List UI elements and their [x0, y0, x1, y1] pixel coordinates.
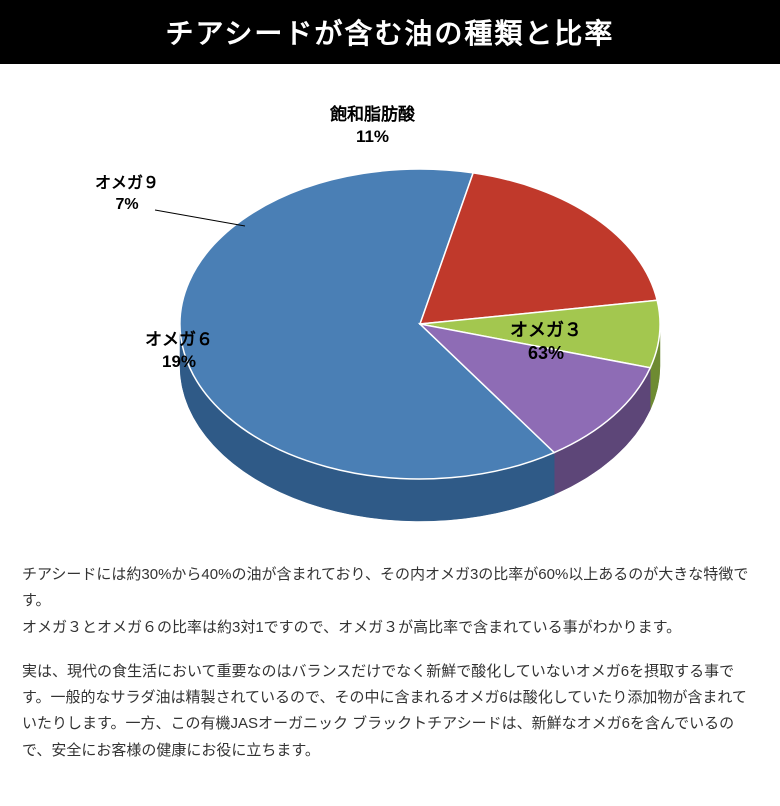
- slice-label-omega9: オメガ９7%: [95, 174, 159, 216]
- page-title: チアシードが含む油の種類と比率: [0, 0, 780, 64]
- paragraph: チアシードには約30%から40%の油が含まれており、その内オメガ3の比率が60%…: [22, 562, 758, 641]
- pie-chart: オメガ３63% オメガ６19% オメガ９7% 飽和脂肪酸11%: [0, 64, 780, 544]
- description: チアシードには約30%から40%の油が含まれており、その内オメガ3の比率が60%…: [0, 544, 780, 806]
- slice-label-sat: 飽和脂肪酸11%: [330, 104, 415, 148]
- slice-label-omega6: オメガ６19%: [145, 329, 213, 373]
- leader-line: [155, 210, 245, 226]
- slice-label-omega3: オメガ３63%: [510, 319, 582, 366]
- paragraph: 実は、現代の食生活において重要なのはバランスだけでなく新鮮で酸化していないオメガ…: [22, 659, 758, 764]
